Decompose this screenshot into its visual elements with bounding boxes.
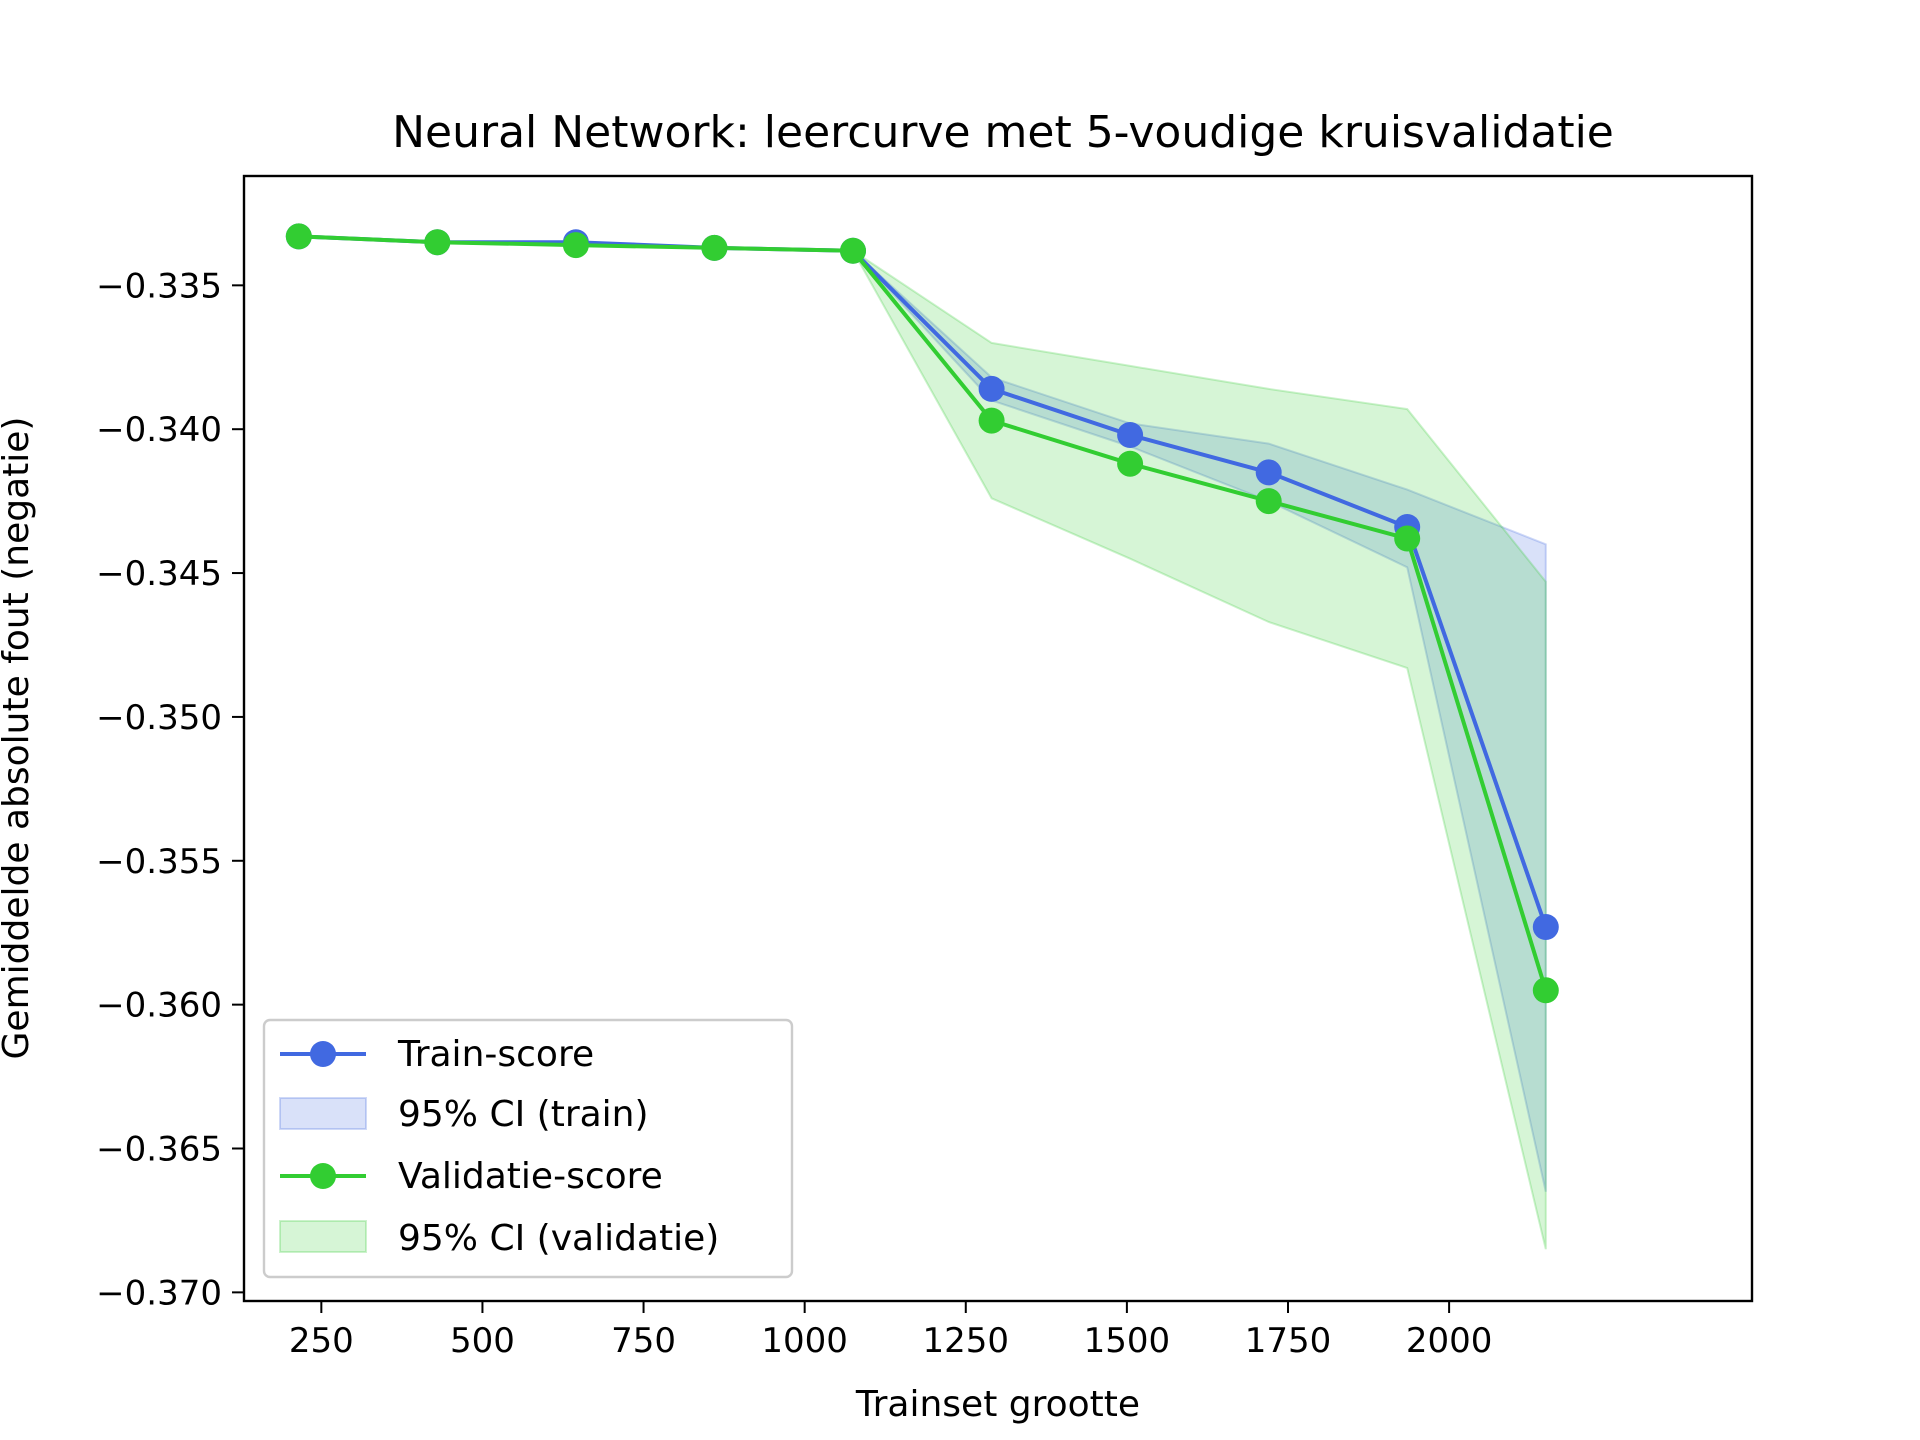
data-point-train-score bbox=[1117, 422, 1144, 448]
data-point-validatie-score bbox=[1532, 977, 1559, 1004]
data-point-validatie-score bbox=[1117, 450, 1144, 477]
data-point-validatie-score bbox=[1255, 488, 1282, 515]
legend-train-marker bbox=[310, 1041, 336, 1067]
chart-title: Neural Network: leercurve met 5-voudige … bbox=[392, 107, 1614, 158]
x-tick-label: 1750 bbox=[1245, 1321, 1332, 1361]
y-tick-label: −0.345 bbox=[96, 554, 222, 594]
y-tick-label: −0.355 bbox=[96, 842, 222, 882]
series-line-validatie-score bbox=[298, 234, 1548, 991]
plot-frame bbox=[242, 174, 1754, 1303]
y-axis: −0.335 −0.340 −0.345 −0.350 −0.355 −0.360 −0.3… bbox=[96, 266, 244, 1313]
x-tick-label: 750 bbox=[611, 1321, 676, 1361]
data-point-validatie-score bbox=[978, 407, 1005, 434]
legend-train-ci-swatch bbox=[279, 1097, 367, 1130]
data-point-train-score bbox=[1532, 914, 1559, 940]
legend-box bbox=[262, 1018, 794, 1279]
legend-train-label: Train-score bbox=[397, 1034, 594, 1075]
legend-validation-label: Validatie-score bbox=[398, 1156, 663, 1197]
x-tick-label: 1000 bbox=[761, 1321, 848, 1361]
legend-validation-ci-swatch bbox=[279, 1220, 367, 1253]
legend: Train-score 95% CI (train) Validatie-sco… bbox=[262, 1018, 794, 1279]
y-tick-label: −0.350 bbox=[96, 698, 222, 738]
x-axis-title: Trainset grootte bbox=[855, 1384, 1140, 1425]
x-tick-label: 250 bbox=[289, 1321, 354, 1361]
data-point-validatie-score bbox=[1394, 525, 1421, 552]
y-tick-label: −0.335 bbox=[96, 266, 222, 306]
data-point-validatie-score bbox=[840, 237, 866, 264]
data-point-train-score bbox=[1255, 459, 1282, 486]
plot-area bbox=[285, 223, 1559, 1250]
x-tick-label: 500 bbox=[450, 1321, 515, 1361]
y-tick-label: −0.370 bbox=[96, 1273, 222, 1313]
legend-validation-ci-label: 95% CI (validatie) bbox=[398, 1218, 719, 1259]
x-tick-label: 1500 bbox=[1084, 1321, 1171, 1361]
x-tick-label: 2000 bbox=[1406, 1321, 1493, 1361]
data-point-validatie-score bbox=[562, 232, 589, 259]
y-tick-label: −0.340 bbox=[96, 410, 222, 450]
y-tick-label: −0.360 bbox=[96, 986, 222, 1026]
x-axis: 250 500 750 1000 1250 1500 1750 2000 bbox=[289, 1301, 1492, 1361]
data-point-validatie-score bbox=[701, 234, 728, 261]
y-tick-label: −0.365 bbox=[96, 1130, 222, 1170]
legend-train-ci-label: 95% CI (train) bbox=[398, 1094, 649, 1135]
data-point-validatie-score bbox=[424, 229, 451, 256]
legend-validation-marker bbox=[310, 1163, 336, 1189]
data-point-train-score bbox=[978, 375, 1005, 402]
y-axis-title: Gemiddelde absolute fout (negatie) bbox=[0, 417, 37, 1060]
data-point-validatie-score bbox=[285, 223, 312, 250]
x-tick-label: 1250 bbox=[923, 1321, 1010, 1361]
